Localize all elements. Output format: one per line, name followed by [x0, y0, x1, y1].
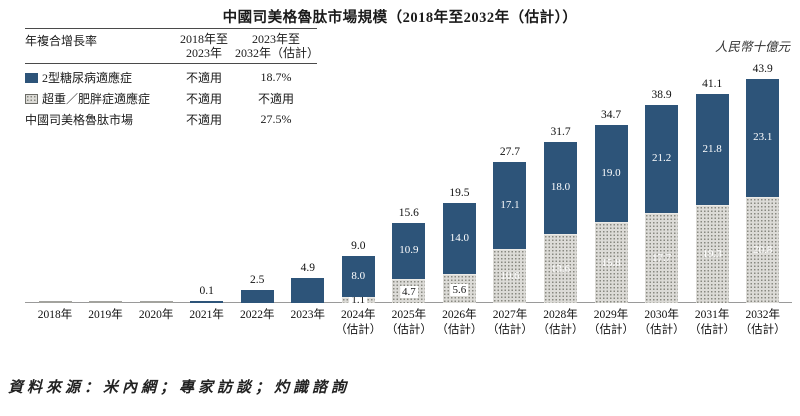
cagr-value: 18.7%: [260, 70, 292, 84]
bar-segment-t2d-2023年: [291, 278, 325, 303]
segment-value-label: 17.7: [651, 252, 672, 264]
x-tick-2029年: 2029年 （估計）: [588, 309, 635, 336]
chart-title: 中國司美格魯肽市場規模（2018年至2032年（估計））: [222, 10, 578, 26]
segment-value-label: 23.1: [753, 131, 773, 143]
cagr-table-header: 年複合增長率 2018年至 2023年 2023年至 2032年（估計）: [25, 28, 320, 64]
x-tick-2019年: 2019年: [88, 309, 123, 321]
bar-segment-obesity-2026年: 5.6: [442, 274, 476, 303]
legend-label: 超重／肥胖症適應症: [42, 92, 151, 106]
bar-segment-t2d-2029年: 19.0: [594, 125, 628, 222]
source-note: 資料來源：米內網；專家訪談；灼識諮詢: [8, 380, 351, 396]
bar-segment-t2d-2032年: 23.1: [746, 79, 780, 197]
segment-value-label: 21.2: [651, 152, 672, 164]
segment-value-label: 19.3: [702, 248, 722, 260]
bar-total-label: 4.9: [300, 262, 315, 274]
bar-segment-t2d-2026年: 14.0: [442, 203, 476, 274]
bar-total-label: 27.7: [499, 146, 520, 158]
x-tick-2027年: 2027年 （估計）: [486, 309, 533, 336]
y-axis-unit-label: 人民幣十億元: [714, 40, 790, 54]
segment-value-label: 14.0: [449, 231, 470, 244]
x-tick-2028年: 2028年 （估計）: [537, 309, 584, 336]
segment-value-label: 13.6: [550, 262, 571, 275]
segment-value-label: 8.0: [351, 269, 366, 282]
bar-segment-obesity-2032年: 20.8: [746, 197, 780, 303]
segment-value-label: 17.1: [500, 198, 520, 211]
x-tick-2018年: 2018年: [37, 309, 73, 321]
bar-segment-t2d-2025年: 10.9: [392, 223, 426, 279]
cagr-value: 不適用: [185, 71, 222, 85]
cagr-value: 不適用: [257, 92, 294, 106]
bar-segment-t2d-2030年: 21.2: [645, 105, 679, 213]
cagr-value: 27.5%: [260, 112, 292, 126]
bar-segment-obesity-2031年: 19.3: [695, 205, 729, 303]
x-tick-2023年: 2023年: [290, 309, 326, 321]
segment-value-label: 21.8: [702, 142, 722, 155]
bar-segment-obesity-2028年: 13.6: [544, 234, 577, 303]
x-tick-2022年: 2022年: [239, 309, 275, 321]
x-tick-2020年: 2020年: [138, 309, 174, 321]
x-tick-2025年: 2025年 （估計）: [385, 309, 432, 336]
cagr-header-period1: 2018年至 2023年: [179, 32, 228, 60]
t2d-series-swatch-icon: [25, 72, 38, 83]
bar-segment-obesity-2029年: 15.8: [594, 222, 628, 303]
bar-total-label: 43.9: [752, 63, 773, 75]
x-tick-2021年: 2021年: [189, 309, 224, 321]
bar-total-label: 15.6: [398, 207, 419, 219]
bar-total-label: 38.9: [651, 89, 672, 101]
cagr-value: 不適用: [185, 92, 222, 106]
legend-row-t2d: 2型糖尿病適應症 不適用 18.7%: [25, 69, 317, 86]
bar-2020年: [139, 301, 173, 303]
bar-total-label: 19.5: [449, 187, 470, 199]
bar-total-label: 2.5: [250, 274, 265, 286]
bar-segment-obesity-2024年: 1.1: [341, 294, 375, 306]
legend-label: 中國司美格魯肽市場: [25, 113, 134, 127]
bar-total-label: 0.1: [199, 285, 214, 297]
x-tick-2024年: 2024年 （估計）: [335, 309, 382, 336]
segment-value-label: 10.6: [500, 270, 520, 282]
segment-value-label: 18.0: [550, 181, 571, 193]
segment-value-label: 10.9: [399, 244, 419, 256]
bar-2018年: [38, 301, 72, 303]
bar-total-label: 34.7: [600, 109, 622, 121]
bar-segment-t2d-2028年: 18.0: [544, 142, 577, 234]
x-tick-2030年: 2030年 （估計）: [638, 309, 685, 336]
segment-value-label: 1.1: [349, 294, 368, 306]
x-tick-2026年: 2026年 （估計）: [436, 309, 483, 336]
cagr-legend-table: 年複合增長率 2018年至 2023年 2023年至 2032年（估計） 2型糖…: [25, 28, 320, 132]
bar-total-label: 31.7: [550, 126, 571, 138]
bar-segment-t2d-2024年: 8.0: [341, 256, 375, 297]
segment-value-label: 5.6: [450, 283, 469, 296]
obesity-series-swatch-icon: [25, 93, 38, 104]
legend-row-total-market: 中國司美格魯肽市場 不適用 27.5%: [25, 111, 317, 128]
bar-total-label: 9.0: [351, 240, 366, 252]
bar-segment-obesity-2025年: 4.7: [392, 279, 426, 303]
bar-segment-obesity-2030年: 17.7: [645, 213, 679, 303]
bar-segment-t2d-2027年: 17.1: [493, 162, 527, 249]
cagr-table-body: 2型糖尿病適應症 不適用 18.7% 超重／肥胖症適應症 不適用 不適用 中國司…: [25, 64, 317, 128]
bar-2019年: [89, 301, 123, 303]
segment-value-label: 15.8: [601, 256, 621, 269]
legend-row-obesity: 超重／肥胖症適應症 不適用 不適用: [25, 90, 317, 107]
cagr-header-period2: 2023年至 2032年（估計）: [235, 32, 320, 60]
cagr-header-title: 年複合增長率: [25, 34, 98, 48]
bar-segment-t2d-2031年: 21.8: [695, 94, 729, 205]
bar-segment-obesity-2027年: 10.6: [493, 249, 527, 303]
x-tick-2032年: 2032年 （估計）: [739, 309, 786, 336]
bar-segment-t2d-2022年: [240, 290, 274, 303]
bar-segment-t2d-2021年: [190, 301, 224, 303]
x-tick-2031年: 2031年 （估計）: [689, 309, 736, 336]
segment-value-label: 4.7: [399, 286, 418, 298]
cagr-value: 不適用: [185, 113, 222, 127]
segment-value-label: 20.8: [753, 244, 773, 256]
legend-label: 2型糖尿病適應症: [42, 71, 133, 85]
bar-total-label: 41.1: [702, 78, 723, 90]
segment-value-label: 19.0: [601, 166, 621, 179]
